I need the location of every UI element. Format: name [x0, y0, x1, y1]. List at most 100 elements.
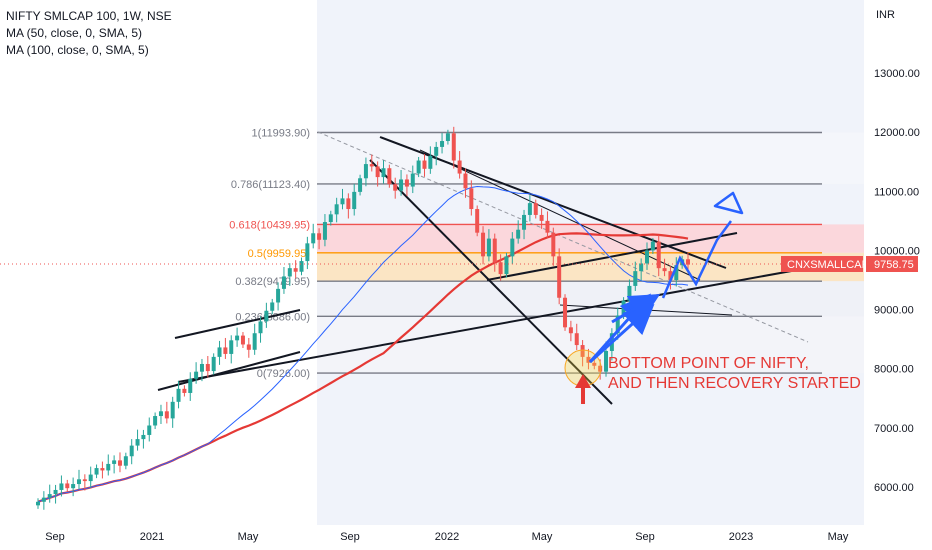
candle-body	[141, 434, 146, 440]
candle-body	[650, 241, 655, 251]
candle-body	[334, 204, 339, 215]
candle-body	[82, 479, 87, 482]
candle-body	[117, 460, 122, 466]
candle-body	[393, 184, 398, 191]
fibonacci-retracement[interactable]: 1(11993.90) 0.786(11123.40) 0.618(10439.95…	[229, 128, 864, 381]
fib-level-label: 0.786(11123.40)	[231, 179, 310, 191]
projection-arrow-head	[713, 191, 744, 215]
time-tick-label: May	[532, 531, 553, 543]
candle-body	[158, 411, 163, 417]
legend-symbol[interactable]: NIFTY SMLCAP 100, 1W, NSE	[6, 9, 172, 23]
last-price-symbol: CNXSMALLCAP	[787, 259, 869, 271]
candle-body	[463, 173, 468, 189]
candle-body	[516, 229, 521, 239]
price-tick-label: 6000.00	[874, 482, 914, 494]
candle-body	[182, 388, 187, 393]
candle-body	[399, 179, 404, 191]
price-tick-label: 8000.00	[874, 364, 914, 376]
trend-line-rising-wedge[interactable]	[486, 232, 738, 281]
candle-body	[475, 209, 480, 233]
candle-body	[194, 371, 199, 379]
trend-line-support-long[interactable]	[177, 267, 809, 383]
time-axis[interactable]: Sep 2021 May Sep 2022 May Sep 2023 May	[45, 531, 849, 543]
candle-body	[639, 263, 644, 272]
candle-body	[527, 203, 532, 215]
candle-body	[451, 133, 456, 161]
price-axis[interactable]: INR 6000.00 7000.00 8000.00 9000.00 10000.00…	[874, 9, 920, 494]
candle-body	[574, 333, 579, 346]
candle-body	[545, 220, 550, 233]
time-tick-label: Sep	[340, 531, 360, 543]
candle-body	[129, 445, 134, 457]
candle-body	[504, 256, 509, 275]
projection-arrow-path[interactable]	[661, 220, 733, 299]
trend-line-mid-channel[interactable]	[419, 149, 701, 281]
candle-body	[510, 238, 515, 257]
candle-body	[94, 468, 99, 475]
annotations[interactable]: BOTTOM POINT OF NIFTY, AND THEN RECOVERY…	[564, 191, 861, 404]
candle-body	[112, 460, 117, 464]
time-tick-label: May	[238, 531, 259, 543]
candle-body	[246, 344, 251, 350]
candle-body	[147, 425, 152, 435]
candle-body	[311, 233, 316, 244]
candle-body	[440, 141, 445, 147]
currency-label: INR	[876, 9, 895, 21]
recovery-arrow-3[interactable]	[611, 293, 661, 324]
legend-ma-50[interactable]: MA (50, close, 0, SMA, 5)	[6, 26, 143, 40]
candles	[36, 126, 690, 510]
candle-body	[53, 489, 58, 495]
fib-level-label: 0.382(9479.95)	[235, 276, 310, 288]
candle-body	[645, 250, 650, 264]
candle-body	[481, 232, 486, 257]
fib-level-label: 0.5(9959.95)	[248, 248, 310, 260]
candle-body	[47, 494, 52, 498]
candle-body	[533, 203, 538, 215]
candle-body	[252, 333, 257, 350]
candle-body	[352, 191, 357, 210]
candle-body	[563, 297, 568, 328]
candle-body	[59, 483, 64, 490]
candle-body	[106, 463, 111, 471]
candle-body	[328, 214, 333, 223]
candle-body	[229, 340, 234, 354]
trend-line-lower-channel-bottom[interactable]	[157, 351, 301, 391]
candle-body	[71, 484, 76, 489]
candle-body	[153, 416, 158, 426]
candle-body	[322, 222, 327, 240]
candle-body	[686, 259, 690, 265]
candle-body	[235, 335, 240, 341]
candle-body	[340, 198, 345, 205]
legend-ma-100[interactable]: MA (100, close, 0, SMA, 5)	[6, 43, 149, 57]
time-tick-label: May	[828, 531, 849, 543]
candle-body	[346, 198, 351, 210]
candle-body	[381, 168, 386, 178]
candle-body	[276, 288, 281, 303]
last-price-value: 9758.75	[874, 259, 914, 271]
candle-body	[568, 327, 573, 334]
candle-body	[457, 160, 462, 174]
trend-line-falling-steep[interactable]	[369, 159, 613, 405]
fib-band	[317, 132, 864, 184]
fib-band	[317, 281, 864, 317]
candle-body	[369, 164, 374, 167]
candle-body	[428, 155, 433, 169]
candle-body	[522, 214, 527, 230]
candle-body	[258, 321, 263, 334]
candle-body	[240, 335, 245, 345]
trend-line-lower-channel-top[interactable]	[174, 309, 301, 339]
ma-path	[37, 185, 689, 503]
trend-line-dashed-diagonal[interactable]	[317, 131, 809, 343]
last-price-tag: CNXSMALLCAP 9758.75	[0, 256, 918, 272]
time-tick-label: Sep	[635, 531, 655, 543]
time-tick-label: 2022	[435, 531, 459, 543]
candle-body	[662, 268, 667, 272]
fib-level-label: 0.618(10439.95)	[229, 219, 310, 231]
candle-body	[551, 232, 556, 257]
annotation-text-line1: BOTTOM POINT OF NIFTY,	[608, 355, 809, 372]
candle-body	[557, 256, 562, 298]
candle-body	[404, 179, 409, 187]
candle-body	[656, 241, 661, 269]
candle-body	[164, 411, 169, 419]
